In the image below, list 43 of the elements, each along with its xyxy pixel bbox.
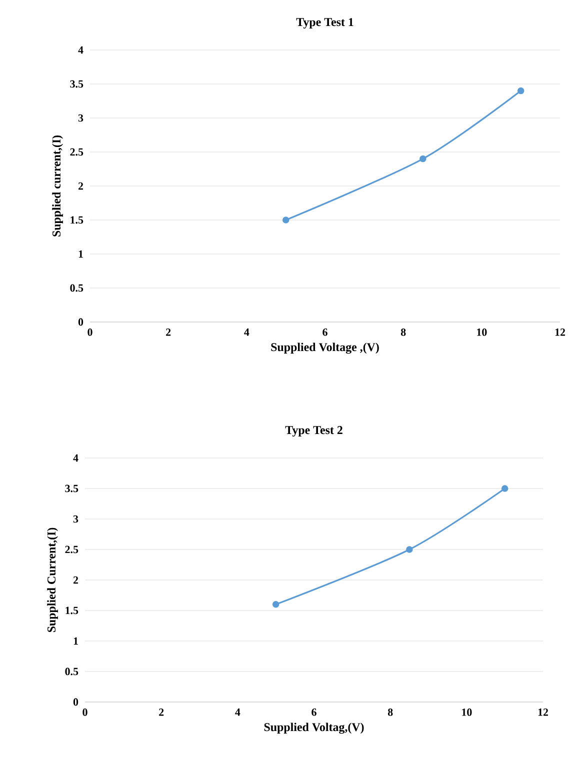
chart-title: Type Test 1 — [296, 18, 354, 29]
x-tick-label: 4 — [235, 708, 240, 716]
y-tick-label: 2 — [73, 576, 78, 584]
y-tick-label: 3.5 — [70, 80, 84, 88]
y-tick-label: 0 — [78, 318, 84, 326]
x-tick-label: 12 — [555, 328, 566, 336]
x-tick-label: 2 — [166, 328, 171, 336]
chart-title: Type Test 2 — [285, 426, 342, 437]
x-tick-label: 6 — [312, 708, 316, 716]
y-tick-label: 3 — [73, 515, 78, 523]
x-tick-label: 6 — [322, 328, 328, 336]
point — [517, 87, 524, 94]
point — [282, 216, 290, 224]
y-tick-label: 4 — [78, 46, 84, 54]
x-tick-label: 4 — [244, 328, 250, 336]
y-tick-label: 0.5 — [65, 668, 78, 676]
x-axis-title: Supplied Voltag,(V) — [264, 722, 364, 734]
point — [420, 155, 426, 162]
y-tick-label: 2.5 — [65, 546, 78, 554]
y-tick-label: 1.5 — [66, 606, 78, 614]
y-axis-title: Supplied Current,(I) — [47, 528, 58, 632]
point — [501, 485, 508, 492]
x-tick-label: 0 — [88, 328, 92, 336]
x-tick-label: 8 — [400, 328, 406, 336]
x-tick-label: 2 — [159, 708, 164, 716]
point — [406, 546, 413, 553]
x-axis-title: Supplied Voltage ,(V) — [271, 342, 379, 354]
x-tick-label: 12 — [538, 708, 548, 716]
y-tick-label: 1 — [74, 637, 78, 645]
x-tick-label: 10 — [477, 328, 487, 336]
y-tick-label: 1.5 — [70, 216, 84, 224]
x-tick-label: 10 — [462, 708, 472, 716]
y-tick-label: 4 — [73, 454, 78, 462]
y-tick-label: 0 — [73, 698, 78, 706]
y-tick-label: 0.5 — [70, 284, 84, 292]
y-tick-label: 1 — [78, 250, 83, 258]
x-tick-label: 8 — [388, 708, 393, 716]
y-tick-label: 3 — [78, 114, 84, 122]
y-tick-label: 2 — [78, 182, 84, 190]
y-tick-label: 3.5 — [65, 484, 78, 492]
point — [272, 601, 280, 608]
y-axis-title: Supplied current,(I) — [52, 135, 63, 236]
y-tick-label: 2.5 — [70, 148, 84, 156]
